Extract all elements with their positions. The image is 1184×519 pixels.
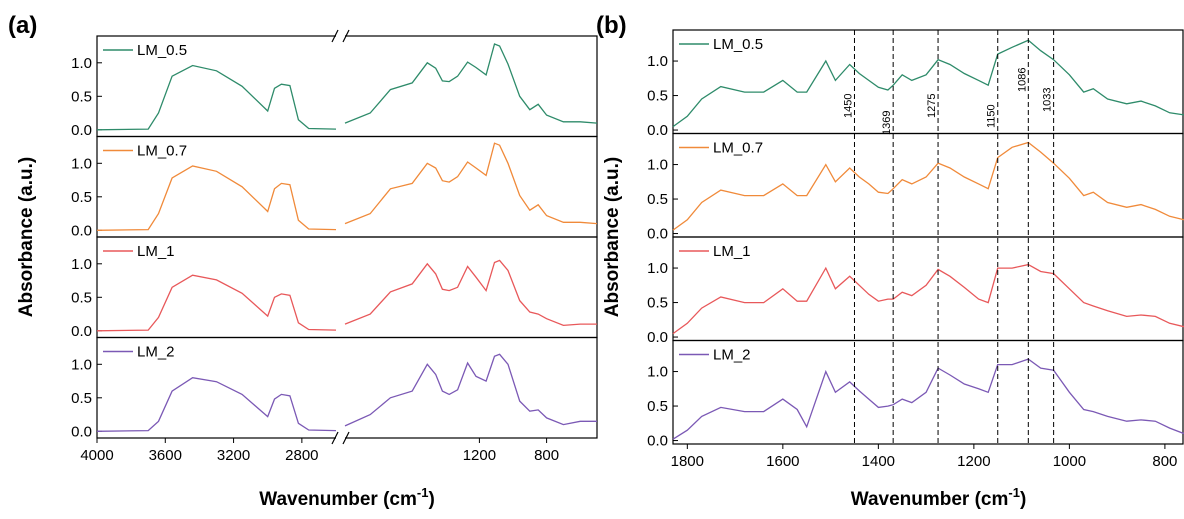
y-axis-title: Absorbance (a.u.) xyxy=(602,157,623,317)
y-tick-label: 0.5 xyxy=(71,189,92,206)
y-tick-label: 1.0 xyxy=(647,364,668,381)
axis-break-mark xyxy=(331,29,339,43)
subplot-a-4: 0.0 0.5 1.0 LM_2 xyxy=(71,336,598,440)
panel-b: (b) 0.0 0.5 1.0 LM_0.5 0.0 0.5 1.0 LM_0.7 0.0 0.5 1… xyxy=(596,12,1184,510)
y-axis-title: Absorbance (a.u.) xyxy=(16,157,37,317)
x-tick-label: 1200 xyxy=(957,453,990,470)
x-tick-label: 3600 xyxy=(149,447,182,464)
subplot-a-3: 0.0 0.5 1.0 LM_1 xyxy=(71,236,598,340)
x-tick-label: 1400 xyxy=(862,453,895,470)
x-tick-label: 1000 xyxy=(1053,453,1086,470)
y-tick-label: 0.0 xyxy=(71,222,92,239)
y-tick-label: 1.0 xyxy=(71,356,92,373)
subplot-frame xyxy=(96,336,598,439)
y-tick-label: 0.0 xyxy=(71,323,92,340)
series-line-lm_0-7-seg1 xyxy=(96,165,337,231)
peak-label-1033: 1033 xyxy=(1042,88,1054,112)
x-axis-title-end: ) xyxy=(428,489,434,510)
panel-label-a: (a) xyxy=(8,12,37,39)
series-line-lm_2 xyxy=(672,358,1184,440)
y-tick-label: 0.5 xyxy=(647,88,668,105)
y-tick-label: 0.0 xyxy=(647,329,668,346)
y-tick-label: 0.0 xyxy=(647,226,668,243)
y-tick-label: 0.5 xyxy=(647,191,668,208)
x-axis-title-main: Wavenumber (cm xyxy=(259,489,417,510)
y-tick-label: 0.5 xyxy=(71,88,92,105)
series-line-lm_1-seg2 xyxy=(344,259,597,327)
x-axis-title-main: Wavenumber (cm xyxy=(851,489,1009,510)
panel-a: (a) 0.0 0.5 1.0 LM_0.5 0.0 0.5 1.0 LM_0.7 0.0 0.5 1… xyxy=(8,12,598,510)
y-tick-label: 1.0 xyxy=(647,260,668,277)
series-line-lm_0-7-seg2 xyxy=(344,142,598,225)
x-tick-label: 2800 xyxy=(285,447,318,464)
series-line-lm_0-5-seg2 xyxy=(344,43,598,124)
legend-label: LM_0.7 xyxy=(137,143,187,160)
y-tick-label: 0.0 xyxy=(647,122,668,139)
subplot-frame xyxy=(672,339,1184,445)
x-tick-label: 1200 xyxy=(463,447,496,464)
subplot-a-2: 0.0 0.5 1.0 LM_0.7 xyxy=(71,135,598,239)
peak-label-1369: 1369 xyxy=(881,111,893,135)
axis-break-gap xyxy=(336,28,345,44)
series-line-lm_1-seg1 xyxy=(96,274,337,332)
x-tick-label: 3200 xyxy=(217,447,250,464)
y-tick-label: 0.5 xyxy=(647,295,668,312)
axis-break-gap xyxy=(336,430,345,446)
legend-label: LM_2 xyxy=(713,347,751,364)
x-tick-label: 800 xyxy=(1152,453,1177,470)
y-tick-label: 1.0 xyxy=(71,55,92,72)
x-axis-title-end: ) xyxy=(1020,489,1026,510)
series-line-lm_1 xyxy=(672,263,1184,335)
peak-label-1086: 1086 xyxy=(1016,68,1028,92)
y-tick-label: 1.0 xyxy=(71,155,92,172)
panel-label-b: (b) xyxy=(596,12,627,39)
x-axis-title: Wavenumber (cm-1) xyxy=(851,485,1027,510)
legend-label: LM_2 xyxy=(137,344,175,361)
y-tick-label: 0.0 xyxy=(647,433,668,450)
x-tick-label: 800 xyxy=(534,447,559,464)
y-tick-label: 0.5 xyxy=(71,289,92,306)
legend-label: LM_0.5 xyxy=(713,36,763,53)
x-axis-title-sup: -1 xyxy=(1008,485,1020,500)
y-tick-label: 0.0 xyxy=(71,423,92,440)
series-line-lm_2-seg1 xyxy=(96,377,337,432)
subplot-b-3: 0.0 0.5 1.0 LM_1 xyxy=(647,236,1184,346)
y-tick-label: 0.5 xyxy=(71,390,92,407)
subplot-a-1: 0.0 0.5 1.0 LM_0.5 xyxy=(71,35,598,139)
legend-label: LM_0.5 xyxy=(137,42,187,59)
legend-label: LM_1 xyxy=(713,243,751,260)
series-line-lm_0-7 xyxy=(672,141,1184,231)
x-tick-label: 1800 xyxy=(671,453,704,470)
axis-break-mark xyxy=(331,431,339,445)
series-line-lm_0-5 xyxy=(672,39,1184,128)
subplot-b-2: 0.0 0.5 1.0 LM_0.7 xyxy=(647,132,1184,243)
legend-label: LM_1 xyxy=(137,243,175,260)
y-tick-label: 0.0 xyxy=(71,122,92,139)
x-tick-label: 4000 xyxy=(80,447,113,464)
subplot-b-4: 0.0 0.5 1.0 LM_2 xyxy=(647,339,1184,450)
x-axis-title: Wavenumber (cm-1) xyxy=(259,485,435,510)
x-tick-label: 1600 xyxy=(766,453,799,470)
series-line-lm_0-5-seg1 xyxy=(96,64,337,131)
legend-label: LM_0.7 xyxy=(713,140,763,157)
peak-label-1450: 1450 xyxy=(842,94,854,118)
y-tick-label: 1.0 xyxy=(647,157,668,174)
peak-label-1275: 1275 xyxy=(926,94,938,118)
subplot-b-1: 0.0 0.5 1.0 LM_0.5 xyxy=(647,29,1184,139)
axis-break-mark xyxy=(342,29,350,43)
x-axis-title-sup: -1 xyxy=(417,485,429,500)
axis-break-mark xyxy=(342,431,350,445)
series-line-lm_2-seg2 xyxy=(344,353,597,427)
y-tick-label: 0.5 xyxy=(647,398,668,415)
y-tick-label: 1.0 xyxy=(647,53,668,70)
peak-label-1150: 1150 xyxy=(986,104,998,128)
y-tick-label: 1.0 xyxy=(71,256,92,273)
